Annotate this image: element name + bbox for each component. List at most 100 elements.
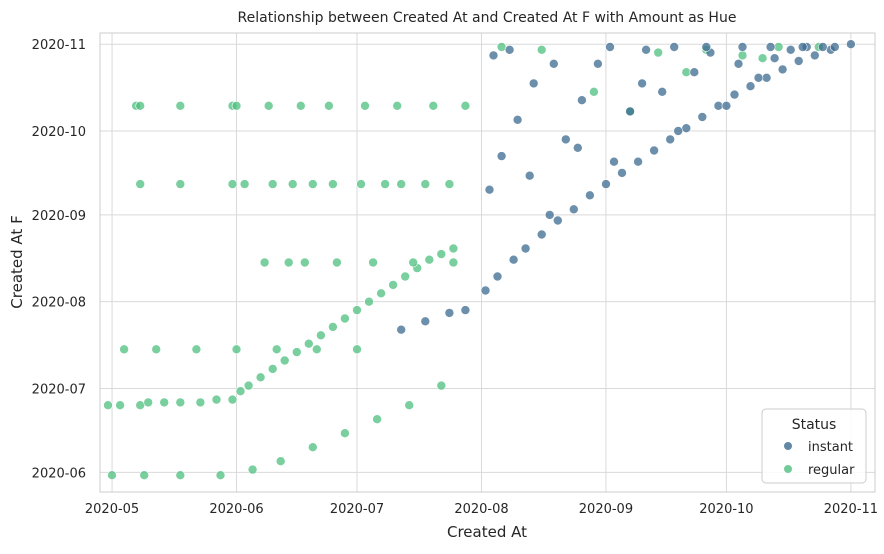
x-tick-label: 2020-05 [85, 502, 139, 517]
point-regular [436, 380, 447, 391]
point-instant [492, 271, 503, 282]
point-regular [328, 322, 338, 332]
point-regular [135, 179, 145, 189]
point-instant [657, 87, 668, 97]
point-instant [444, 308, 455, 318]
point-regular [227, 179, 238, 189]
point-regular [404, 400, 415, 411]
x-axis-label: Created At [447, 523, 527, 541]
point-instant [548, 58, 559, 69]
point-instant [829, 42, 840, 52]
point-instant [729, 89, 740, 100]
point-instant [488, 50, 499, 61]
point-regular [283, 257, 294, 268]
point-regular [773, 42, 784, 52]
point-regular [151, 344, 161, 355]
y-axis-label: Created At F [8, 215, 26, 308]
point-instant [572, 143, 583, 153]
point-instant [460, 305, 471, 315]
x-tick-labels: 2020-05 2020-06 2020-07 2020-08 2020-09 2020-… [85, 502, 878, 517]
point-regular [239, 179, 250, 189]
point-regular [340, 313, 350, 324]
point-instant [701, 42, 712, 52]
point-instant [681, 123, 692, 133]
point-regular [175, 179, 186, 189]
point-instant [793, 56, 804, 66]
legend: Status instant regular [761, 408, 867, 484]
y-tick-label: 2020-07 [32, 382, 86, 397]
point-regular [243, 380, 254, 391]
point-regular [332, 257, 342, 268]
point-regular [259, 257, 270, 268]
point-instant [737, 42, 748, 52]
point-regular [352, 344, 362, 355]
point-regular [392, 101, 403, 111]
point-instant [817, 42, 828, 52]
point-regular [135, 101, 145, 111]
point-instant [585, 190, 595, 201]
point-regular [681, 67, 692, 77]
point-regular [388, 280, 398, 290]
point-regular [757, 53, 768, 64]
point-instant [846, 39, 856, 50]
point-instant [625, 106, 635, 117]
point-regular [267, 364, 278, 374]
x-tick-label: 2020-08 [454, 502, 508, 517]
y-tick-label: 2020-10 [32, 125, 86, 140]
point-instant [713, 101, 724, 111]
point-instant [484, 184, 495, 195]
point-regular [316, 330, 326, 341]
y-tick-label: 2020-11 [32, 38, 86, 53]
point-regular [448, 257, 459, 268]
point-instant [733, 58, 744, 69]
point-regular [255, 372, 266, 383]
plot-frame [99, 32, 876, 493]
point-regular [195, 397, 206, 408]
point-instant [753, 73, 764, 83]
point-instant [617, 168, 627, 178]
point-regular [303, 338, 314, 349]
point-regular [287, 179, 298, 189]
point-instant [761, 73, 772, 83]
point-instant [745, 81, 756, 91]
point-regular [271, 344, 282, 355]
point-regular [231, 101, 242, 111]
point-regular [496, 42, 507, 52]
point-regular [444, 179, 455, 189]
point-instant [593, 58, 603, 69]
point-regular [408, 257, 419, 268]
x-tick-label: 2020-07 [330, 502, 384, 517]
legend-label-instant: instant [808, 440, 853, 455]
point-regular [737, 50, 748, 61]
point-instant [697, 112, 708, 122]
point-regular [299, 257, 310, 268]
point-regular [400, 271, 411, 282]
point-instant [669, 42, 680, 52]
point-instant [809, 50, 820, 61]
point-regular [191, 344, 202, 355]
grid [100, 33, 875, 492]
point-instant [665, 134, 676, 145]
point-regular [279, 355, 290, 366]
point-instant [797, 42, 808, 52]
point-regular [291, 347, 302, 357]
point-regular [295, 101, 306, 111]
x-tick-label: 2020-09 [579, 502, 633, 517]
point-regular [215, 470, 226, 481]
point-regular [175, 470, 186, 481]
point-instant [577, 95, 587, 105]
point-regular [235, 386, 246, 397]
point-instant [649, 145, 659, 156]
point-regular [436, 249, 447, 259]
point-instant [520, 243, 531, 254]
y-tick-label: 2020-06 [32, 466, 86, 481]
point-regular [376, 288, 386, 299]
point-regular [115, 400, 125, 411]
point-instant [641, 44, 651, 55]
point-instant [396, 324, 407, 335]
point-regular [103, 400, 113, 411]
point-instant [637, 78, 647, 89]
point-regular [424, 254, 435, 265]
point-instant [777, 64, 788, 75]
chart-title: Relationship between Created At and Crea… [238, 10, 737, 26]
